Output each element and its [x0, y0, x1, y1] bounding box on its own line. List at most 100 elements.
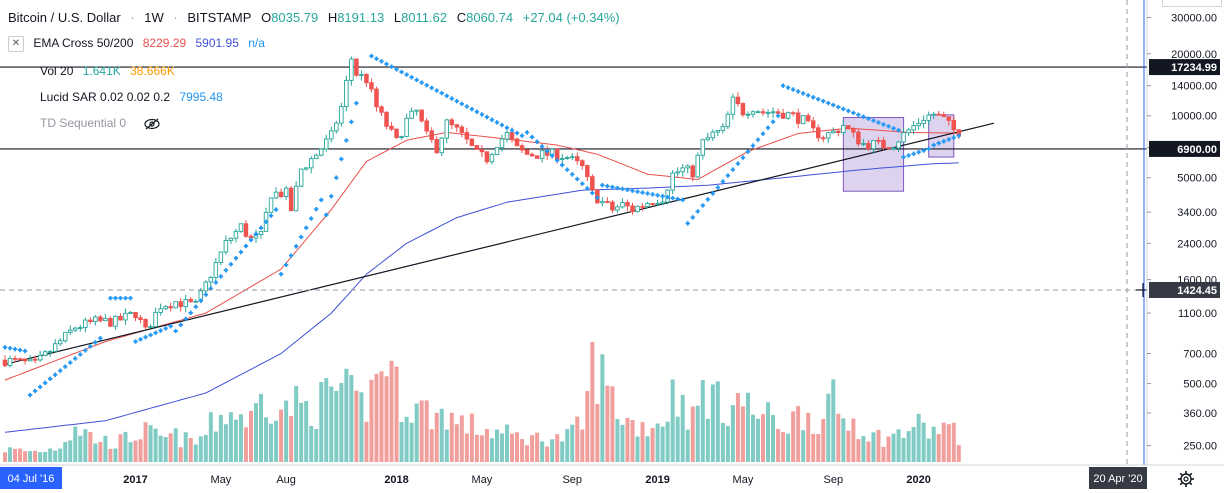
sar-dot [770, 119, 776, 124]
candle [529, 152, 535, 157]
candle-body [359, 73, 364, 76]
volume-bar [444, 429, 449, 462]
sar-dot [685, 221, 690, 226]
candle-body [178, 301, 183, 308]
sar-dot [293, 244, 299, 249]
candle-body [700, 139, 706, 156]
ema-label[interactable]: EMA Cross 50/200 [33, 36, 134, 51]
sar-dot [384, 61, 389, 67]
volume-bar [459, 415, 464, 462]
candle [921, 115, 926, 129]
sar-dot [489, 117, 495, 122]
collapse-icon[interactable]: ✕ [8, 36, 24, 52]
vol-label[interactable]: Vol 20 [40, 64, 74, 78]
candle [755, 110, 761, 114]
sar-dot [610, 184, 615, 190]
volume-bar [640, 422, 645, 462]
sar-dot [339, 156, 344, 162]
sar-dot [760, 131, 766, 136]
volume-bar [28, 451, 33, 462]
candle [22, 358, 28, 365]
volume-bar [936, 434, 941, 462]
candle-body [394, 128, 399, 138]
sar-dot [675, 196, 680, 202]
sar-dot [710, 191, 716, 196]
candle-body [841, 125, 846, 133]
sar-dot [268, 213, 274, 218]
sar-dot [785, 85, 791, 90]
candle-body [444, 119, 450, 139]
volume-bar [886, 436, 891, 462]
volume-bar [620, 424, 625, 462]
candle-body [821, 137, 826, 140]
volume-bar [956, 445, 961, 462]
candle [499, 134, 505, 152]
candle-body [153, 311, 158, 328]
volume-bars [3, 342, 961, 462]
sar-dot [27, 392, 33, 398]
sar-dot [529, 134, 535, 140]
volume-bar [13, 448, 18, 462]
volume-bar [8, 447, 13, 462]
sar-dot [12, 346, 18, 352]
volume-bar [615, 419, 620, 462]
candle [138, 315, 143, 324]
sar-dot [158, 328, 163, 333]
candle [193, 299, 199, 303]
td-label[interactable]: TD Sequential 0 [40, 116, 127, 130]
sar-dot [931, 142, 936, 148]
sar-dot [479, 112, 485, 117]
candle [308, 156, 314, 174]
candle-body [469, 138, 475, 146]
volume-bar [690, 406, 695, 462]
interval-label[interactable]: 1W [144, 10, 164, 25]
eye-off-icon[interactable] [143, 118, 161, 130]
sar-dot [309, 216, 314, 221]
candle [630, 202, 635, 215]
volume-bar [223, 424, 228, 462]
candle-body [404, 117, 409, 137]
volume-bar [921, 422, 926, 462]
sar-value: 7995.48 [179, 90, 223, 104]
candle [288, 185, 294, 212]
volume-bar [344, 368, 349, 462]
candle-body [564, 157, 570, 159]
candle [158, 303, 163, 316]
y-tick-label: 20000.00 [1171, 49, 1217, 61]
candle-body [785, 112, 791, 119]
volume-bar [550, 439, 555, 462]
symbol-name[interactable]: Bitcoin / U.S. Dollar [8, 10, 121, 25]
candle-body [524, 149, 530, 155]
volume-bar [761, 414, 766, 462]
candle-body [886, 147, 891, 150]
candle-body [926, 114, 931, 121]
crosshair [0, 0, 1150, 465]
candle [600, 197, 605, 207]
volume-bar [18, 448, 23, 462]
candle [359, 70, 364, 81]
sar-label[interactable]: Lucid SAR 0.02 0.02 0.2 [40, 90, 171, 104]
candle-body [42, 351, 48, 356]
candle-body [695, 154, 701, 178]
candle-body [464, 132, 470, 140]
sar-dot [951, 135, 956, 140]
candle [339, 102, 344, 127]
volume-bar [404, 416, 409, 462]
volume-bar [474, 434, 479, 462]
legend-title-row: Bitcoin / U.S. Dollar · 1W · BITSTAMP O8… [8, 10, 620, 25]
low-label: L [393, 10, 402, 25]
sar-dot [846, 108, 851, 114]
x-axis: 2017 May Aug 2018 May Sep 2019 May Sep 2020 04 Jul… [0, 464, 1224, 493]
candle [514, 137, 520, 147]
volume-bar [735, 392, 740, 462]
volume-bar [831, 379, 836, 462]
y-tick-label: 30000.00 [1171, 13, 1217, 25]
candle [389, 121, 394, 131]
candle-body [484, 151, 490, 163]
gear-icon[interactable] [1177, 470, 1195, 488]
sar-dot [138, 337, 143, 342]
candle [57, 338, 63, 347]
sar-dot [941, 139, 946, 144]
ema-slow-line [4, 162, 959, 433]
